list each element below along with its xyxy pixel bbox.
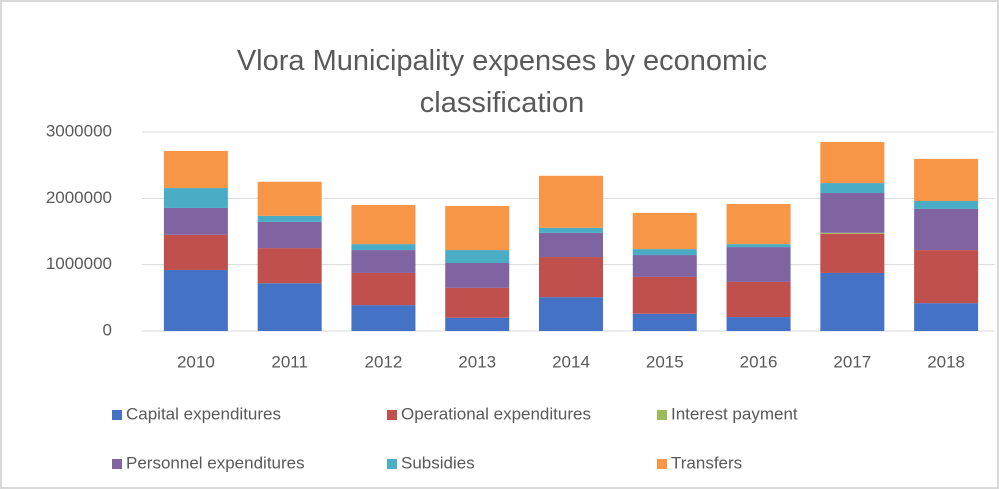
- x-tick-label: 2011: [271, 352, 308, 371]
- bar-segment: [914, 158, 979, 201]
- legend-label: Interest payment: [671, 404, 798, 423]
- bar-segment: [726, 281, 791, 318]
- legend-label: Personnel expenditures: [126, 453, 305, 472]
- bar-segment: [445, 205, 510, 251]
- bar-segment: [539, 232, 603, 258]
- chart-title: Vlora Municipality expenses by economic …: [236, 45, 768, 119]
- bar-segment: [351, 272, 416, 306]
- bar-segment: [539, 257, 603, 298]
- x-tick-label: 2016: [740, 352, 778, 371]
- bar-segment: [163, 269, 228, 331]
- bar-segment: [820, 232, 885, 234]
- bar-segment: [257, 283, 322, 331]
- bar-segment: [539, 175, 603, 228]
- bar-segment: [914, 250, 979, 304]
- bar-segment: [632, 249, 697, 256]
- legend-swatch: [387, 410, 397, 420]
- legend-label: Transfers: [671, 453, 742, 472]
- bar-segment: [445, 263, 510, 288]
- bar-segment: [445, 287, 510, 318]
- x-tick-label: 2010: [177, 352, 215, 371]
- bar-segment: [351, 204, 416, 245]
- bar-segment: [163, 234, 228, 270]
- bar-segment: [726, 317, 791, 331]
- legend-swatch: [657, 459, 667, 469]
- bar-segment: [914, 200, 979, 209]
- bar-segment: [820, 141, 885, 184]
- bar-segment: [914, 208, 979, 251]
- legend-label: Subsidies: [401, 453, 475, 472]
- bar-segment: [632, 276, 697, 314]
- x-tick-label: 2012: [365, 352, 403, 371]
- legend-swatch: [112, 410, 122, 420]
- bar-segment: [539, 297, 603, 331]
- bar-segment: [445, 317, 510, 331]
- bar-segment: [163, 207, 228, 235]
- x-tick-label: 2014: [552, 352, 590, 371]
- x-tick-label: 2018: [927, 352, 965, 371]
- bar-segment: [257, 248, 322, 284]
- bar-segment: [257, 215, 322, 222]
- bar-segment: [820, 183, 885, 194]
- y-tick-label: 3000000: [46, 121, 112, 140]
- bar-segment: [632, 212, 697, 250]
- bar-segment: [163, 188, 228, 208]
- bar-segment: [726, 247, 791, 282]
- legend-swatch: [112, 459, 122, 469]
- x-tick-label: 2015: [646, 352, 684, 371]
- bar-segment: [914, 303, 979, 331]
- legend-label: Operational expenditures: [401, 404, 591, 423]
- legend-swatch: [657, 410, 667, 420]
- bar-segment: [820, 233, 885, 273]
- bar-segment: [351, 244, 416, 251]
- bar-segment: [445, 250, 510, 264]
- bar-segment: [257, 221, 322, 249]
- y-tick-label: 0: [103, 320, 112, 339]
- x-tick-label: 2013: [458, 352, 496, 371]
- bar-segment: [257, 181, 322, 216]
- bar-segment: [632, 313, 697, 331]
- bar-segment: [351, 305, 416, 331]
- legend-swatch: [387, 459, 397, 469]
- bar-segment: [820, 272, 885, 331]
- bar-segment: [351, 250, 416, 273]
- x-tick-label: 2017: [833, 352, 871, 371]
- legend-label: Capital expenditures: [126, 404, 281, 423]
- bar-segment: [726, 244, 791, 248]
- y-tick-label: 2000000: [46, 188, 112, 207]
- y-tick-label: 1000000: [46, 254, 112, 273]
- bar-segment: [632, 255, 697, 277]
- bar-segment: [726, 203, 791, 245]
- bar-segment: [163, 150, 228, 189]
- bar-segment: [539, 227, 603, 233]
- bar-segment: [820, 193, 885, 233]
